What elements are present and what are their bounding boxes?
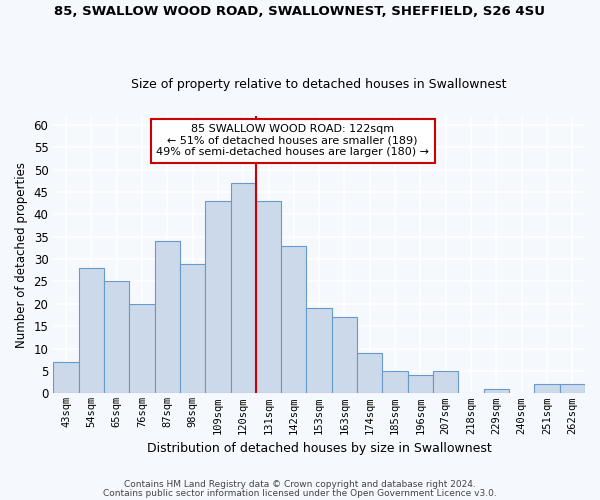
Bar xyxy=(433,371,458,394)
Bar xyxy=(129,304,155,394)
Bar xyxy=(104,282,129,394)
Text: 85 SWALLOW WOOD ROAD: 122sqm
← 51% of detached houses are smaller (189)
49% of s: 85 SWALLOW WOOD ROAD: 122sqm ← 51% of de… xyxy=(156,124,429,158)
Text: 85, SWALLOW WOOD ROAD, SWALLOWNEST, SHEFFIELD, S26 4SU: 85, SWALLOW WOOD ROAD, SWALLOWNEST, SHEF… xyxy=(55,5,545,18)
Bar xyxy=(281,246,307,394)
Bar xyxy=(205,201,230,394)
Bar xyxy=(484,389,509,394)
Bar xyxy=(408,376,433,394)
Bar xyxy=(230,183,256,394)
Bar xyxy=(535,384,560,394)
Bar xyxy=(155,241,180,394)
Bar xyxy=(332,318,357,394)
Text: Contains HM Land Registry data © Crown copyright and database right 2024.: Contains HM Land Registry data © Crown c… xyxy=(124,480,476,489)
Bar xyxy=(382,371,408,394)
Bar xyxy=(53,362,79,394)
Text: Contains public sector information licensed under the Open Government Licence v3: Contains public sector information licen… xyxy=(103,489,497,498)
Bar xyxy=(560,384,585,394)
Bar xyxy=(307,308,332,394)
X-axis label: Distribution of detached houses by size in Swallownest: Distribution of detached houses by size … xyxy=(147,442,491,455)
Title: Size of property relative to detached houses in Swallownest: Size of property relative to detached ho… xyxy=(131,78,507,91)
Bar xyxy=(180,264,205,394)
Bar xyxy=(357,353,382,394)
Y-axis label: Number of detached properties: Number of detached properties xyxy=(15,162,28,348)
Bar xyxy=(256,201,281,394)
Bar xyxy=(79,268,104,394)
